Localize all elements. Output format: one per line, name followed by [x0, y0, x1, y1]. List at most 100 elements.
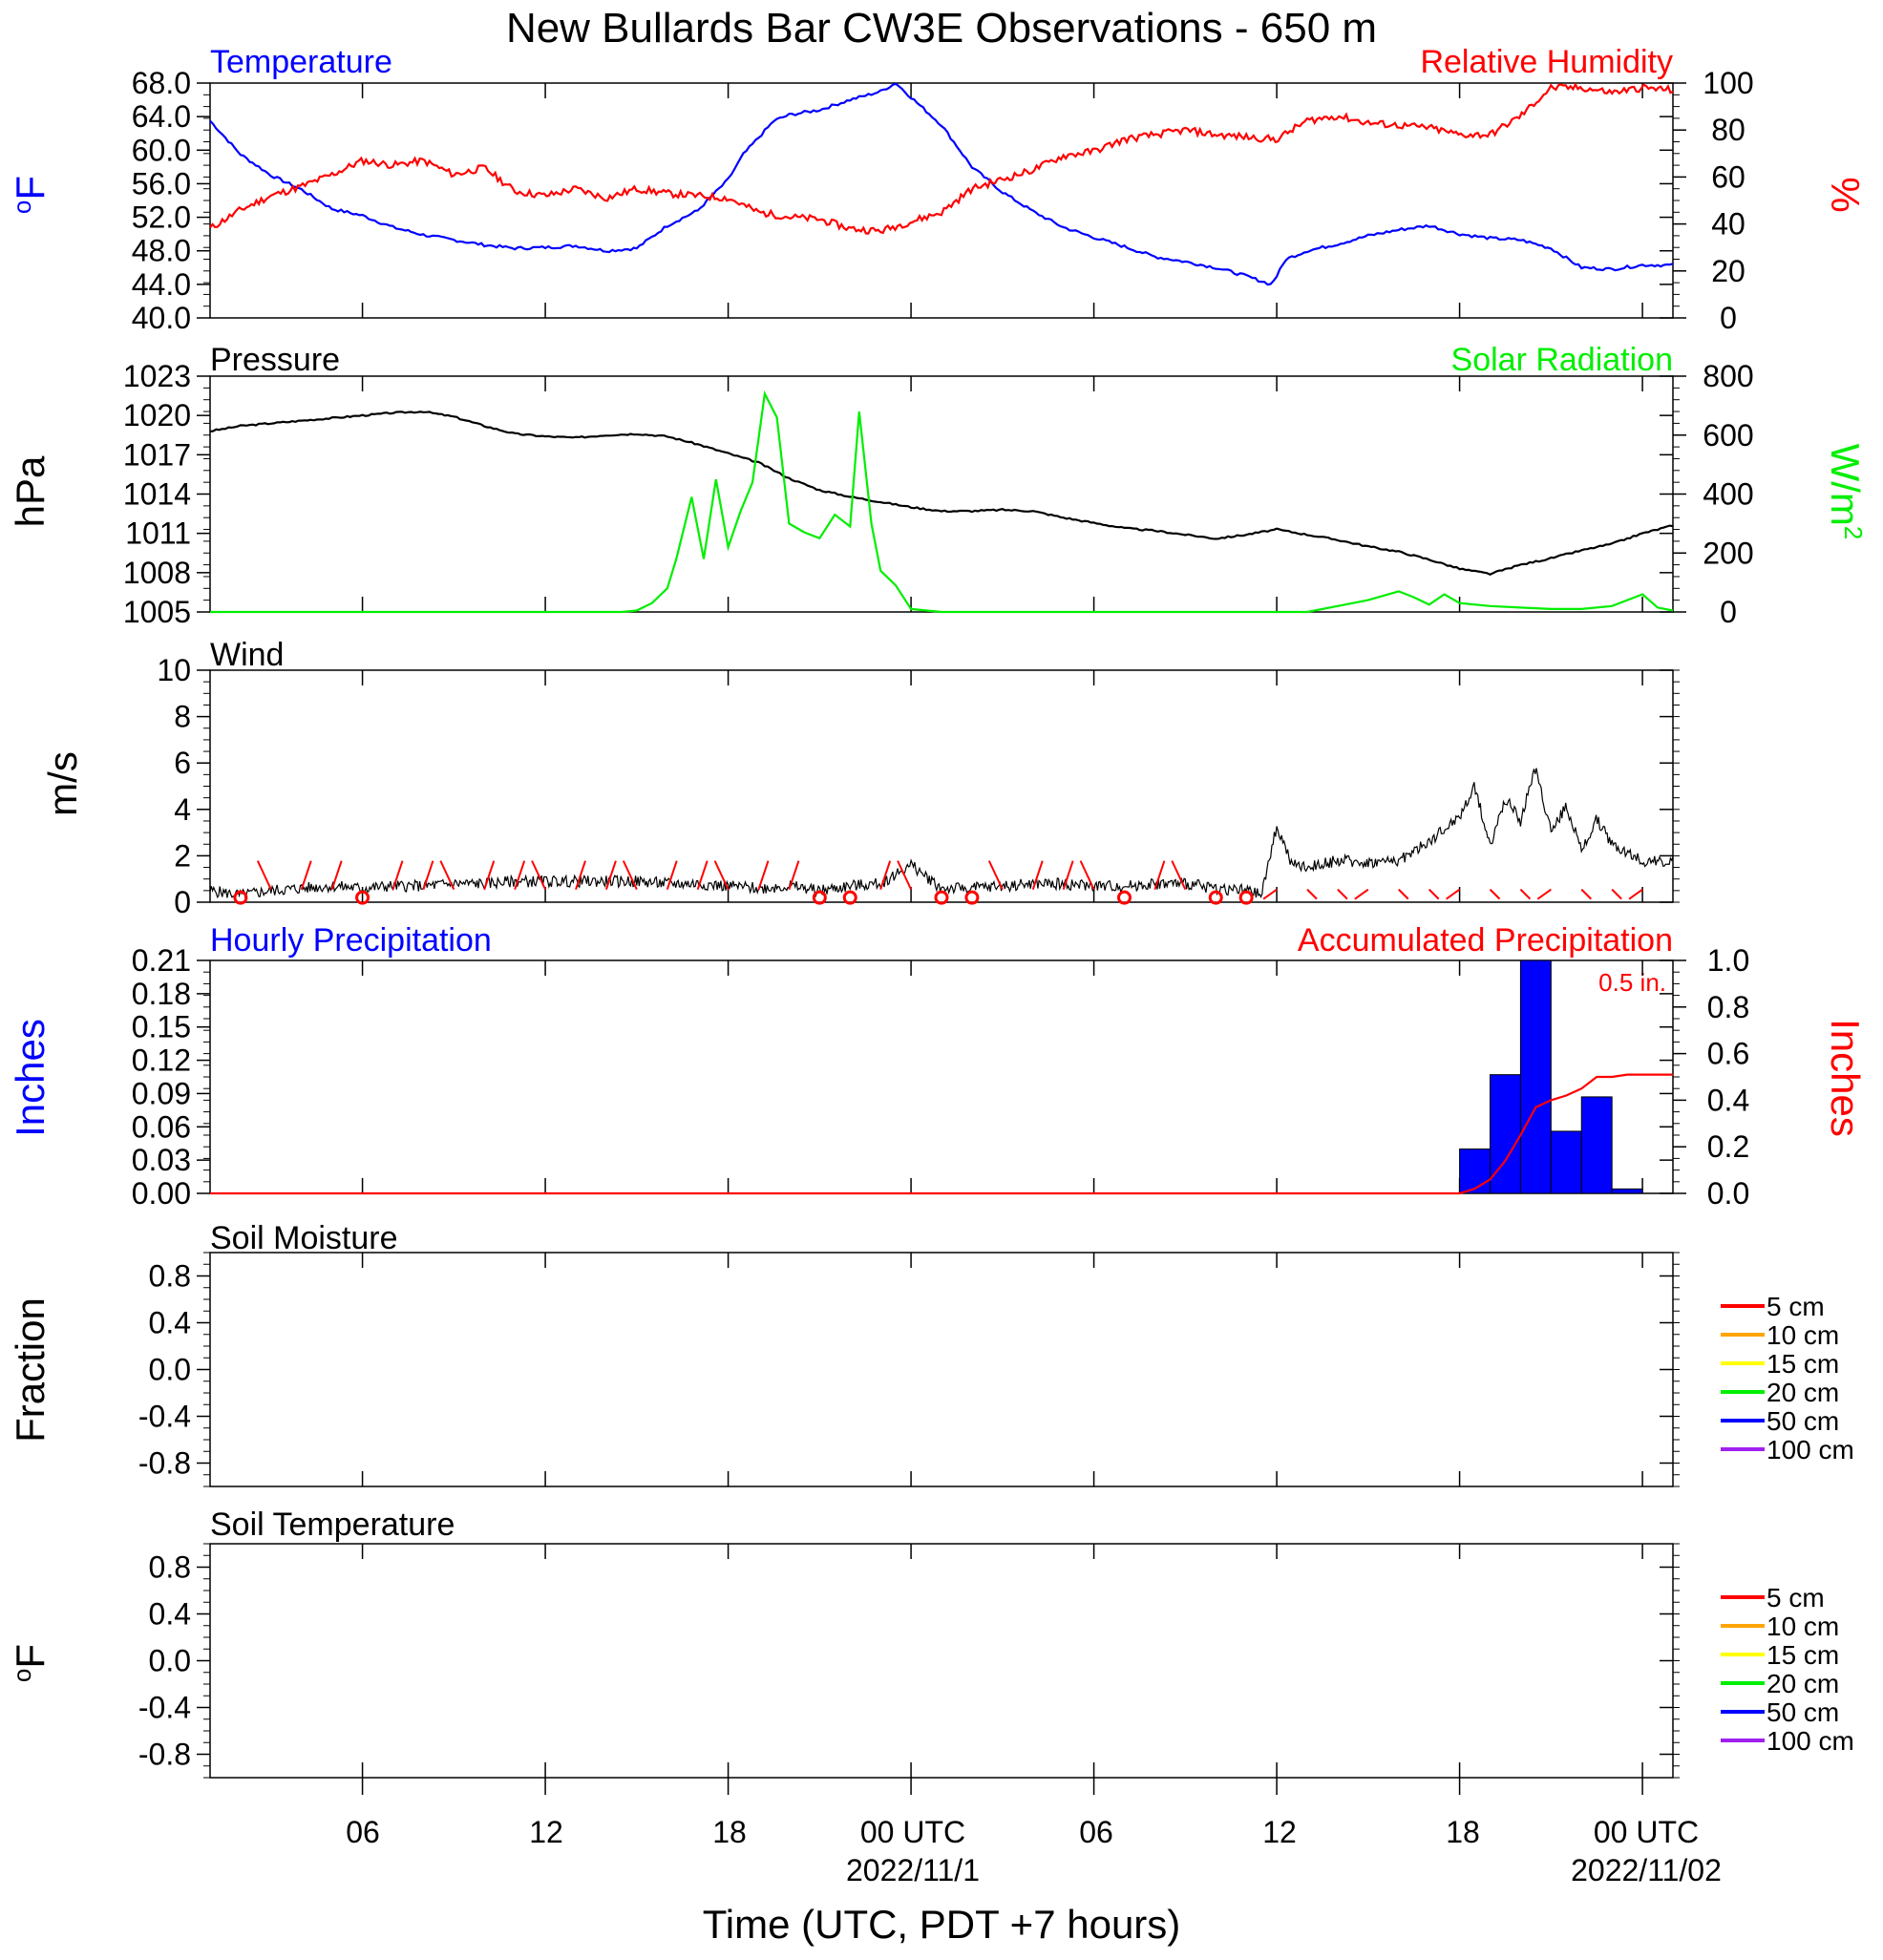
wind-barb: [1428, 888, 1440, 900]
legend-label: 50 cm: [1767, 1406, 1839, 1436]
y-tick-label: 0.4: [149, 1306, 191, 1340]
wind-barb: [1031, 860, 1044, 890]
calm-wind-marker: [1117, 890, 1132, 905]
y-tick-label: 4: [174, 792, 191, 827]
wind-barb: [1354, 888, 1369, 900]
y-tick-label: 48.0: [132, 234, 191, 268]
y-right-tick-label: 40: [1711, 207, 1745, 242]
precip-bar: [1550, 1130, 1582, 1194]
y-tick-label: 60.0: [132, 133, 191, 167]
legend-label: 15 cm: [1767, 1640, 1839, 1670]
wind-barb: [330, 860, 343, 890]
wind-title: Wind: [210, 637, 284, 673]
calm-wind-marker: [812, 890, 827, 905]
legend-label: 10 cm: [1767, 1612, 1839, 1641]
calm-wind-marker: [842, 890, 857, 905]
legend-label: 5 cm: [1767, 1292, 1825, 1321]
y-tick-label: 0.15: [132, 1010, 191, 1044]
accum-precip-title: Accumulated Precipitation: [1298, 922, 1673, 959]
soil-temperature-ylabel: oF: [8, 1644, 53, 1682]
pressure-ylabel: hPa: [8, 455, 53, 527]
wind-barb: [622, 860, 638, 891]
y-tick-label: 1023: [123, 359, 191, 393]
solar-radiation-line: [210, 390, 1674, 614]
wind-barb: [575, 860, 586, 890]
y-tick-label: 1020: [123, 398, 191, 432]
y-tick-label: 2: [174, 838, 191, 873]
y-tick-label: 1005: [123, 595, 191, 629]
y-right-tick-label: 0.6: [1707, 1037, 1749, 1071]
y-tick-label: 0.18: [132, 977, 191, 1011]
accum-annotation: 0.5 in.: [1598, 968, 1666, 997]
wind-barb: [1062, 860, 1074, 890]
x-axis-label: Time (UTC, PDT +7 hours): [703, 1902, 1181, 1947]
precip-bar: [1459, 1149, 1492, 1194]
y-right-tick-label: 0.4: [1707, 1083, 1749, 1117]
y-tick-label: -0.8: [138, 1738, 191, 1772]
plot-frame: [209, 669, 1674, 903]
wind-barb: [897, 860, 912, 891]
wind-barb: [1489, 888, 1501, 900]
humidity-line: [209, 82, 1674, 235]
legend-label: 20 cm: [1767, 1378, 1839, 1407]
y-tick-label: 0.0: [149, 1644, 191, 1678]
wind-barb: [1171, 860, 1187, 891]
y-right-tick-label: 80: [1711, 113, 1745, 147]
soil-moisture-title: Soil Moisture: [210, 1220, 398, 1256]
calm-wind-marker: [233, 890, 248, 905]
y-tick-label: 1014: [123, 477, 191, 512]
legend-label: 100 cm: [1767, 1726, 1854, 1756]
y-right-tick-label: 100: [1703, 66, 1753, 100]
x-tick-label: 18: [1446, 1815, 1480, 1849]
wind-barb: [757, 860, 770, 890]
legend-label: 50 cm: [1767, 1697, 1839, 1727]
y-tick-label: 40.0: [132, 301, 191, 335]
y-right-tick-label: 0: [1720, 301, 1737, 335]
plot-frame: [209, 1252, 1674, 1487]
y-right-tick-label: 0: [1720, 595, 1737, 629]
y-right-tick-label: 1.0: [1707, 943, 1749, 978]
x-date-label: 2022/11/1: [846, 1853, 980, 1887]
calm-wind-marker: [1238, 890, 1254, 905]
wind-barb: [666, 860, 678, 890]
y-tick-label: 0.21: [132, 943, 191, 978]
solar-title: Solar Radiation: [1451, 342, 1673, 378]
solar-ylabel: W/m2: [1823, 444, 1868, 540]
x-tick-label: 18: [712, 1815, 747, 1849]
temperature-line: [209, 82, 1674, 286]
wind-barb: [879, 860, 892, 890]
y-right-tick-label: 0.0: [1707, 1176, 1749, 1211]
y-tick-label: 0.06: [132, 1109, 191, 1144]
wind-barb: [788, 860, 800, 890]
calm-wind-marker: [355, 890, 370, 905]
legend-label: 15 cm: [1767, 1349, 1839, 1379]
wind-barb: [422, 860, 434, 890]
wind-barb: [1306, 888, 1318, 900]
precip-bar: [1580, 1096, 1613, 1194]
temperature-title: Temperature: [210, 44, 392, 80]
y-tick-label: -0.4: [138, 1400, 191, 1434]
wind-barb: [696, 860, 709, 890]
y-tick-label: 0.0: [149, 1353, 191, 1387]
y-tick-label: 10: [157, 653, 191, 687]
legend-label: 10 cm: [1767, 1320, 1839, 1350]
accum-ylabel: Inches: [1823, 1019, 1868, 1137]
x-tick-label: 06: [346, 1815, 380, 1849]
wind-barb: [391, 860, 404, 890]
y-tick-label: 64.0: [132, 99, 191, 134]
temperature-ylabel: oF: [8, 176, 53, 214]
plot-frame: [209, 82, 1674, 319]
wind-barb: [483, 860, 496, 890]
x-tick-label: 00 UTC: [860, 1815, 965, 1849]
precip-bar: [1611, 1188, 1643, 1194]
wind-barb: [531, 860, 546, 891]
y-right-tick-label: 400: [1703, 477, 1753, 512]
accumulated-precip-line: [210, 1073, 1673, 1195]
wind-barb: [514, 860, 526, 890]
hourly-precip-title: Hourly Precipitation: [210, 922, 492, 959]
soil-temperature-title: Soil Temperature: [210, 1507, 455, 1543]
y-tick-label: 52.0: [132, 200, 191, 235]
y-tick-label: 0: [174, 885, 191, 919]
x-tick-label: 12: [529, 1815, 563, 1849]
precip-ylabel: Inches: [8, 1019, 53, 1137]
